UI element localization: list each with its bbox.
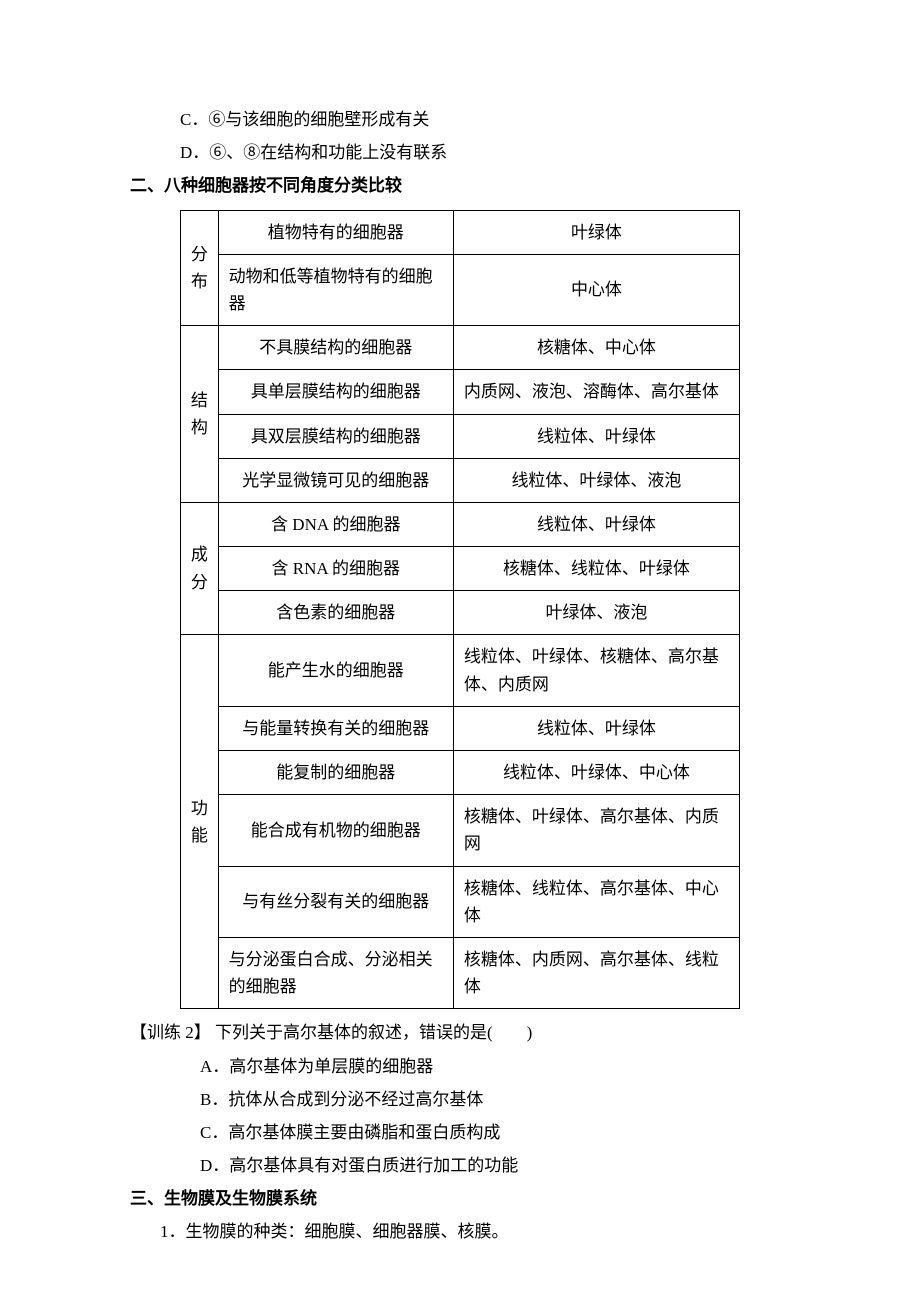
table-cell: 能合成有机物的细胞器 — [218, 795, 453, 866]
table-cell: 线粒体、叶绿体、核糖体、高尔基体、内质网 — [453, 635, 739, 706]
table-row: 分布 植物特有的细胞器 叶绿体 — [181, 210, 740, 254]
table-cell: 内质网、液泡、溶酶体、高尔基体 — [453, 370, 739, 414]
table-row: 具双层膜结构的细胞器 线粒体、叶绿体 — [181, 414, 740, 458]
organelle-table: 分布 植物特有的细胞器 叶绿体 动物和低等植物特有的细胞器 中心体 结构 不具膜… — [180, 210, 740, 1010]
exercise-2-option-a: A．高尔基体为单层膜的细胞器 — [70, 1053, 850, 1080]
table-cell: 线粒体、叶绿体 — [453, 414, 739, 458]
cat-structure: 结构 — [181, 326, 219, 503]
table-cell: 线粒体、叶绿体、液泡 — [453, 458, 739, 502]
table-cell: 具单层膜结构的细胞器 — [218, 370, 453, 414]
table-cell: 能复制的细胞器 — [218, 751, 453, 795]
table-cell: 中心体 — [453, 254, 739, 325]
table-row: 功能 能产生水的细胞器 线粒体、叶绿体、核糖体、高尔基体、内质网 — [181, 635, 740, 706]
exercise-2-option-c: C．高尔基体膜主要由磷脂和蛋白质构成 — [70, 1119, 850, 1146]
cat-distribution: 分布 — [181, 210, 219, 326]
table-cell: 叶绿体 — [453, 210, 739, 254]
table-cell: 核糖体、叶绿体、高尔基体、内质网 — [453, 795, 739, 866]
table-cell: 核糖体、中心体 — [453, 326, 739, 370]
table-cell: 核糖体、线粒体、高尔基体、中心体 — [453, 866, 739, 937]
table-cell: 线粒体、叶绿体 — [453, 502, 739, 546]
table-row: 能合成有机物的细胞器 核糖体、叶绿体、高尔基体、内质网 — [181, 795, 740, 866]
exercise-2-option-d: D．高尔基体具有对蛋白质进行加工的功能 — [70, 1152, 850, 1179]
table-row: 光学显微镜可见的细胞器 线粒体、叶绿体、液泡 — [181, 458, 740, 502]
option-d: D．⑥、⑧在结构和功能上没有联系 — [70, 139, 850, 166]
table-cell: 植物特有的细胞器 — [218, 210, 453, 254]
table-row: 能复制的细胞器 线粒体、叶绿体、中心体 — [181, 751, 740, 795]
table-cell: 具双层膜结构的细胞器 — [218, 414, 453, 458]
section-2-heading: 二、八种细胞器按不同角度分类比较 — [70, 172, 850, 199]
table-cell: 含 RNA 的细胞器 — [218, 547, 453, 591]
table-cell: 线粒体、叶绿体、中心体 — [453, 751, 739, 795]
table-cell: 线粒体、叶绿体 — [453, 706, 739, 750]
table-row: 结构 不具膜结构的细胞器 核糖体、中心体 — [181, 326, 740, 370]
table-cell: 核糖体、线粒体、叶绿体 — [453, 547, 739, 591]
cat-composition: 成分 — [181, 502, 219, 635]
table-row: 与分泌蛋白合成、分泌相关的细胞器 核糖体、内质网、高尔基体、线粒体 — [181, 937, 740, 1008]
table-cell: 含 DNA 的细胞器 — [218, 502, 453, 546]
table-row: 含 RNA 的细胞器 核糖体、线粒体、叶绿体 — [181, 547, 740, 591]
table-cell: 动物和低等植物特有的细胞器 — [218, 254, 453, 325]
exercise-2-stem: 【训练 2】 下列关于高尔基体的叙述，错误的是( ) — [70, 1019, 850, 1046]
table-cell: 不具膜结构的细胞器 — [218, 326, 453, 370]
cat-function: 功能 — [181, 635, 219, 1009]
table-cell: 叶绿体、液泡 — [453, 591, 739, 635]
exercise-2-option-b: B．抗体从合成到分泌不经过高尔基体 — [70, 1086, 850, 1113]
table-cell: 核糖体、内质网、高尔基体、线粒体 — [453, 937, 739, 1008]
point-1: 1．生物膜的种类：细胞膜、细胞器膜、核膜。 — [70, 1218, 850, 1245]
table-row: 与能量转换有关的细胞器 线粒体、叶绿体 — [181, 706, 740, 750]
table-row: 成分 含 DNA 的细胞器 线粒体、叶绿体 — [181, 502, 740, 546]
option-c: C．⑥与该细胞的细胞壁形成有关 — [70, 106, 850, 133]
table-cell: 能产生水的细胞器 — [218, 635, 453, 706]
table-row: 具单层膜结构的细胞器 内质网、液泡、溶酶体、高尔基体 — [181, 370, 740, 414]
table-row: 动物和低等植物特有的细胞器 中心体 — [181, 254, 740, 325]
table-cell: 光学显微镜可见的细胞器 — [218, 458, 453, 502]
table-row: 与有丝分裂有关的细胞器 核糖体、线粒体、高尔基体、中心体 — [181, 866, 740, 937]
table-cell: 含色素的细胞器 — [218, 591, 453, 635]
table-cell: 与分泌蛋白合成、分泌相关的细胞器 — [218, 937, 453, 1008]
table-row: 含色素的细胞器 叶绿体、液泡 — [181, 591, 740, 635]
table-cell: 与有丝分裂有关的细胞器 — [218, 866, 453, 937]
table-cell: 与能量转换有关的细胞器 — [218, 706, 453, 750]
section-3-heading: 三、生物膜及生物膜系统 — [70, 1185, 850, 1212]
